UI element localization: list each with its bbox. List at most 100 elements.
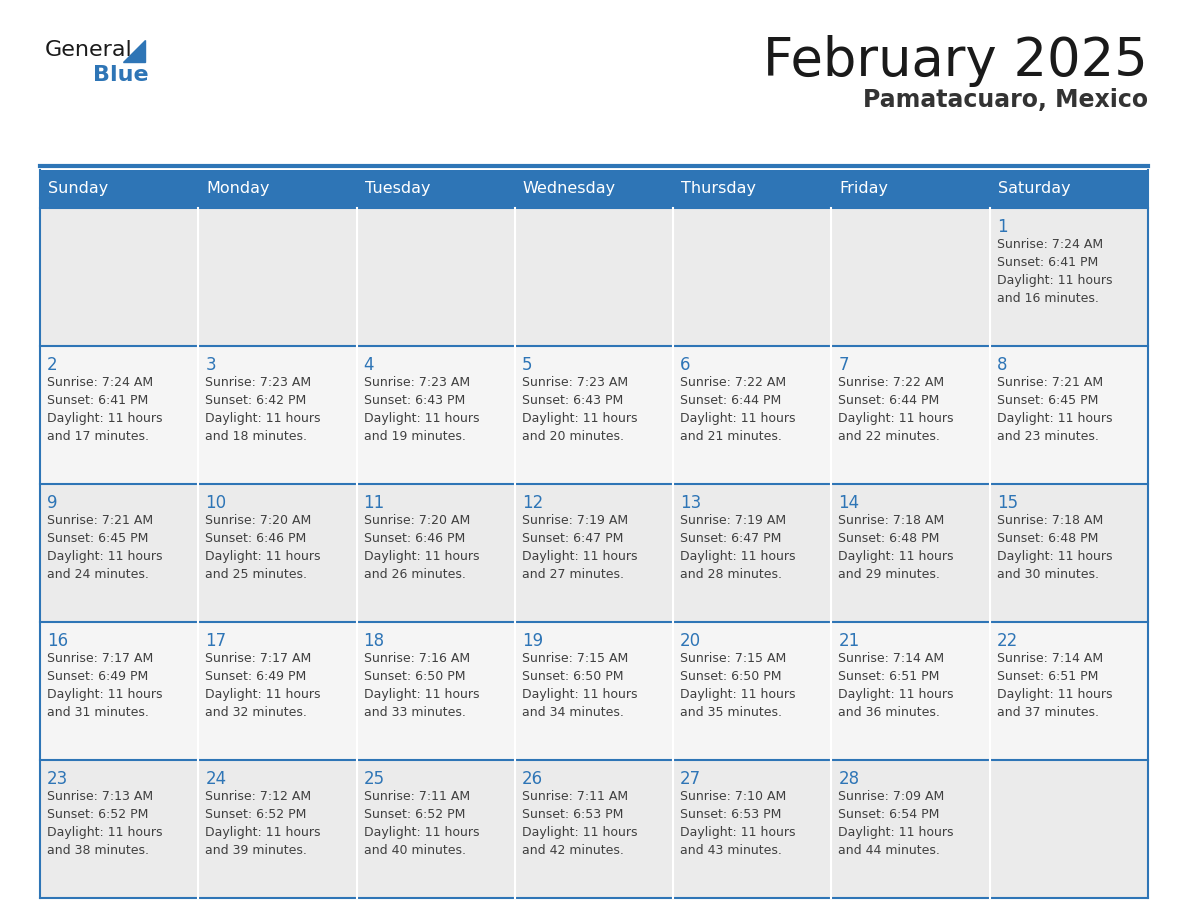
Bar	[198, 208, 356, 346]
Bar	[674, 484, 832, 622]
Text: Sunrise: 7:22 AM
Sunset: 6:44 PM
Daylight: 11 hours
and 22 minutes.: Sunrise: 7:22 AM Sunset: 6:44 PM Dayligh…	[839, 376, 954, 443]
Text: 16: 16	[48, 632, 68, 650]
Text: 17: 17	[206, 632, 227, 650]
Text: 22: 22	[997, 632, 1018, 650]
Text: 21: 21	[839, 632, 860, 650]
Bar	[832, 170, 990, 208]
Text: 3: 3	[206, 356, 216, 374]
Text: Sunrise: 7:15 AM
Sunset: 6:50 PM
Daylight: 11 hours
and 35 minutes.: Sunrise: 7:15 AM Sunset: 6:50 PM Dayligh…	[681, 652, 796, 719]
Text: February 2025: February 2025	[763, 35, 1148, 87]
Text: Sunrise: 7:21 AM
Sunset: 6:45 PM
Daylight: 11 hours
and 24 minutes.: Sunrise: 7:21 AM Sunset: 6:45 PM Dayligh…	[48, 514, 163, 581]
Text: 24: 24	[206, 770, 227, 788]
Text: Sunrise: 7:13 AM
Sunset: 6:52 PM
Daylight: 11 hours
and 38 minutes.: Sunrise: 7:13 AM Sunset: 6:52 PM Dayligh…	[48, 790, 163, 857]
Text: Sunrise: 7:09 AM
Sunset: 6:54 PM
Daylight: 11 hours
and 44 minutes.: Sunrise: 7:09 AM Sunset: 6:54 PM Dayligh…	[839, 790, 954, 857]
Text: 26: 26	[522, 770, 543, 788]
Text: 18: 18	[364, 632, 385, 650]
Bar	[514, 208, 674, 346]
Bar	[514, 170, 674, 208]
Text: Sunrise: 7:24 AM
Sunset: 6:41 PM
Daylight: 11 hours
and 16 minutes.: Sunrise: 7:24 AM Sunset: 6:41 PM Dayligh…	[997, 238, 1112, 305]
Text: Sunrise: 7:17 AM
Sunset: 6:49 PM
Daylight: 11 hours
and 31 minutes.: Sunrise: 7:17 AM Sunset: 6:49 PM Dayligh…	[48, 652, 163, 719]
Bar	[832, 760, 990, 898]
Text: Tuesday: Tuesday	[365, 182, 430, 196]
Bar	[990, 760, 1148, 898]
Text: 23: 23	[48, 770, 68, 788]
Bar	[674, 208, 832, 346]
Text: Sunrise: 7:19 AM
Sunset: 6:47 PM
Daylight: 11 hours
and 28 minutes.: Sunrise: 7:19 AM Sunset: 6:47 PM Dayligh…	[681, 514, 796, 581]
Text: 19: 19	[522, 632, 543, 650]
Text: Sunrise: 7:14 AM
Sunset: 6:51 PM
Daylight: 11 hours
and 37 minutes.: Sunrise: 7:14 AM Sunset: 6:51 PM Dayligh…	[997, 652, 1112, 719]
Text: 12: 12	[522, 494, 543, 512]
Bar	[356, 346, 514, 484]
Bar	[674, 170, 832, 208]
Text: Sunrise: 7:11 AM
Sunset: 6:53 PM
Daylight: 11 hours
and 42 minutes.: Sunrise: 7:11 AM Sunset: 6:53 PM Dayligh…	[522, 790, 637, 857]
Text: Wednesday: Wednesday	[523, 182, 617, 196]
Text: Monday: Monday	[207, 182, 270, 196]
Bar	[514, 346, 674, 484]
Text: Saturday: Saturday	[998, 182, 1070, 196]
Text: 28: 28	[839, 770, 860, 788]
Bar	[514, 622, 674, 760]
Text: Sunrise: 7:23 AM
Sunset: 6:42 PM
Daylight: 11 hours
and 18 minutes.: Sunrise: 7:23 AM Sunset: 6:42 PM Dayligh…	[206, 376, 321, 443]
Bar	[198, 170, 356, 208]
Bar	[832, 208, 990, 346]
Text: Sunrise: 7:18 AM
Sunset: 6:48 PM
Daylight: 11 hours
and 30 minutes.: Sunrise: 7:18 AM Sunset: 6:48 PM Dayligh…	[997, 514, 1112, 581]
Bar	[674, 346, 832, 484]
Bar	[674, 622, 832, 760]
Bar	[40, 760, 198, 898]
Bar	[198, 346, 356, 484]
Bar	[674, 760, 832, 898]
Bar	[990, 346, 1148, 484]
Bar	[40, 170, 198, 208]
Polygon shape	[124, 40, 145, 62]
Text: Blue: Blue	[93, 65, 148, 85]
Text: Sunrise: 7:18 AM
Sunset: 6:48 PM
Daylight: 11 hours
and 29 minutes.: Sunrise: 7:18 AM Sunset: 6:48 PM Dayligh…	[839, 514, 954, 581]
Text: Sunday: Sunday	[48, 182, 108, 196]
Text: Sunrise: 7:20 AM
Sunset: 6:46 PM
Daylight: 11 hours
and 26 minutes.: Sunrise: 7:20 AM Sunset: 6:46 PM Dayligh…	[364, 514, 479, 581]
Bar	[356, 170, 514, 208]
Bar	[40, 208, 198, 346]
Text: 2: 2	[48, 356, 58, 374]
Text: Sunrise: 7:11 AM
Sunset: 6:52 PM
Daylight: 11 hours
and 40 minutes.: Sunrise: 7:11 AM Sunset: 6:52 PM Dayligh…	[364, 790, 479, 857]
Text: Sunrise: 7:12 AM
Sunset: 6:52 PM
Daylight: 11 hours
and 39 minutes.: Sunrise: 7:12 AM Sunset: 6:52 PM Dayligh…	[206, 790, 321, 857]
Text: General: General	[45, 40, 133, 60]
Text: Sunrise: 7:20 AM
Sunset: 6:46 PM
Daylight: 11 hours
and 25 minutes.: Sunrise: 7:20 AM Sunset: 6:46 PM Dayligh…	[206, 514, 321, 581]
Text: 7: 7	[839, 356, 849, 374]
Bar	[514, 484, 674, 622]
Text: Sunrise: 7:16 AM
Sunset: 6:50 PM
Daylight: 11 hours
and 33 minutes.: Sunrise: 7:16 AM Sunset: 6:50 PM Dayligh…	[364, 652, 479, 719]
Bar	[40, 484, 198, 622]
Bar	[356, 760, 514, 898]
Text: Sunrise: 7:14 AM
Sunset: 6:51 PM
Daylight: 11 hours
and 36 minutes.: Sunrise: 7:14 AM Sunset: 6:51 PM Dayligh…	[839, 652, 954, 719]
Text: Sunrise: 7:17 AM
Sunset: 6:49 PM
Daylight: 11 hours
and 32 minutes.: Sunrise: 7:17 AM Sunset: 6:49 PM Dayligh…	[206, 652, 321, 719]
Bar	[514, 760, 674, 898]
Text: Sunrise: 7:23 AM
Sunset: 6:43 PM
Daylight: 11 hours
and 19 minutes.: Sunrise: 7:23 AM Sunset: 6:43 PM Dayligh…	[364, 376, 479, 443]
Bar	[356, 484, 514, 622]
Text: 27: 27	[681, 770, 701, 788]
Bar	[832, 622, 990, 760]
Text: Sunrise: 7:21 AM
Sunset: 6:45 PM
Daylight: 11 hours
and 23 minutes.: Sunrise: 7:21 AM Sunset: 6:45 PM Dayligh…	[997, 376, 1112, 443]
Bar	[198, 622, 356, 760]
Text: 5: 5	[522, 356, 532, 374]
Text: 20: 20	[681, 632, 701, 650]
Text: Thursday: Thursday	[681, 182, 756, 196]
Text: 10: 10	[206, 494, 227, 512]
Text: Sunrise: 7:22 AM
Sunset: 6:44 PM
Daylight: 11 hours
and 21 minutes.: Sunrise: 7:22 AM Sunset: 6:44 PM Dayligh…	[681, 376, 796, 443]
Text: 13: 13	[681, 494, 701, 512]
Bar	[40, 622, 198, 760]
Bar	[990, 208, 1148, 346]
Text: Sunrise: 7:24 AM
Sunset: 6:41 PM
Daylight: 11 hours
and 17 minutes.: Sunrise: 7:24 AM Sunset: 6:41 PM Dayligh…	[48, 376, 163, 443]
Text: 4: 4	[364, 356, 374, 374]
Bar	[832, 484, 990, 622]
Text: 8: 8	[997, 356, 1007, 374]
Text: 25: 25	[364, 770, 385, 788]
Text: Sunrise: 7:10 AM
Sunset: 6:53 PM
Daylight: 11 hours
and 43 minutes.: Sunrise: 7:10 AM Sunset: 6:53 PM Dayligh…	[681, 790, 796, 857]
Bar	[990, 484, 1148, 622]
Text: Pamatacuaro, Mexico: Pamatacuaro, Mexico	[862, 88, 1148, 112]
Text: 14: 14	[839, 494, 860, 512]
Text: 1: 1	[997, 218, 1007, 236]
Bar	[356, 208, 514, 346]
Bar	[832, 346, 990, 484]
Text: Sunrise: 7:19 AM
Sunset: 6:47 PM
Daylight: 11 hours
and 27 minutes.: Sunrise: 7:19 AM Sunset: 6:47 PM Dayligh…	[522, 514, 637, 581]
Bar	[356, 622, 514, 760]
Text: Sunrise: 7:15 AM
Sunset: 6:50 PM
Daylight: 11 hours
and 34 minutes.: Sunrise: 7:15 AM Sunset: 6:50 PM Dayligh…	[522, 652, 637, 719]
Bar	[990, 622, 1148, 760]
